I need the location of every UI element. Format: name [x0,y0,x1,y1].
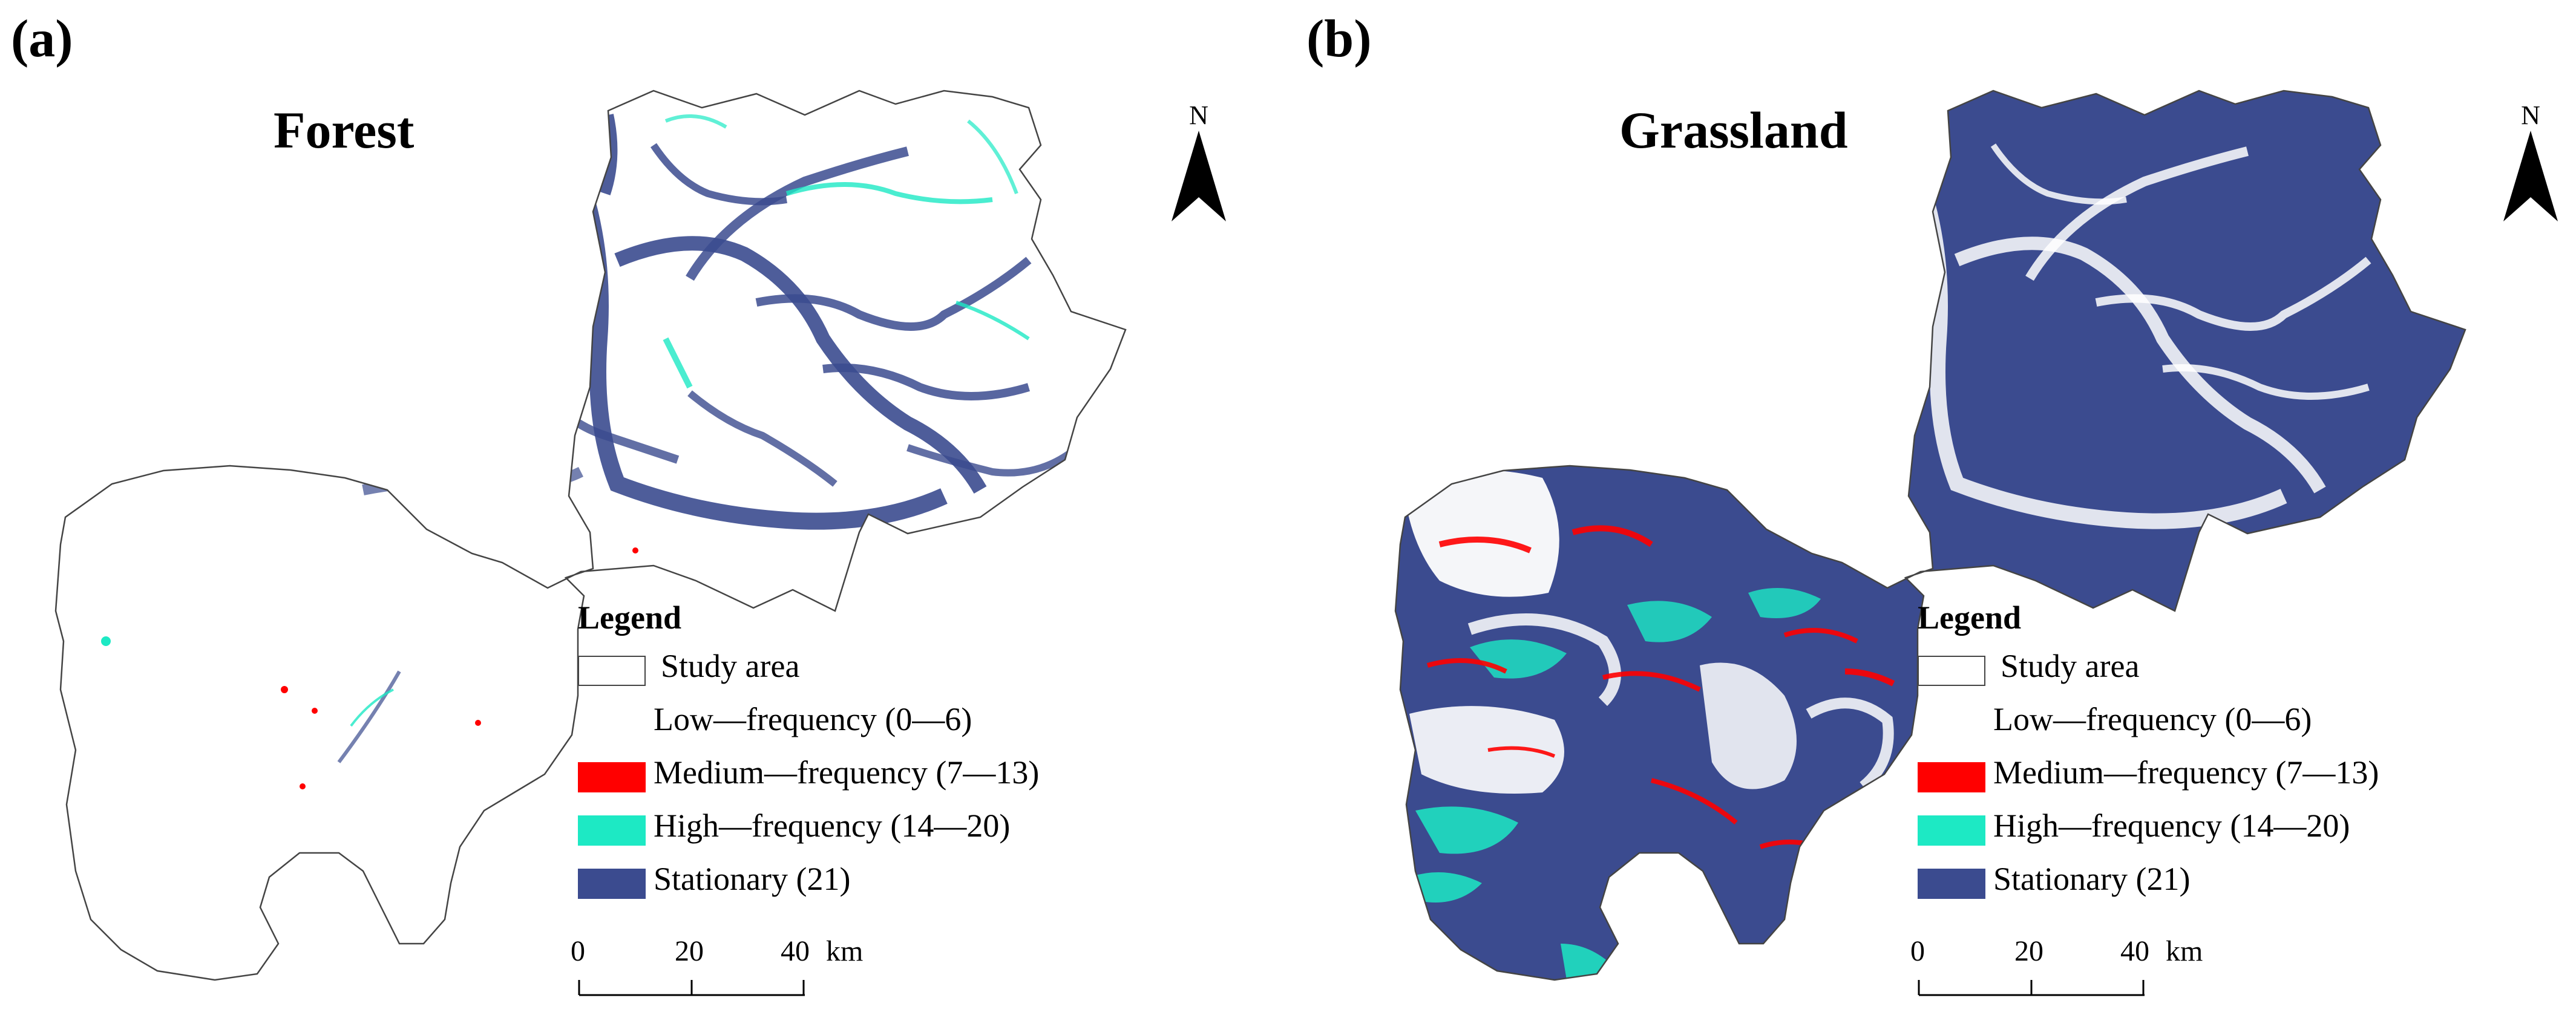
legend-swatch [1918,656,1985,686]
scale-tick-label: 0 [571,935,585,967]
legend-title: Legend [1918,599,2022,636]
map-title: Grassland [1619,101,1848,159]
legend-swatch [1918,869,1985,899]
legend-label: High—frequency (14—20) [654,808,1011,844]
legend-item-medium-frequency: Medium—frequency (7—13) [1918,754,2576,807]
legend-swatch [578,815,646,846]
legend-label: Stationary (21) [1993,861,2191,897]
panel-grassland: (b) Grassland [1288,0,2576,1012]
scale-tick-label: 0 [1910,935,1925,967]
scale-tick-label: 40 [2120,935,2149,967]
legend-label: Medium—frequency (7—13) [1993,754,2379,791]
legend-item-stationary: Stationary (21) [1918,860,2576,913]
legend-label: Study area [2001,648,2140,684]
legend-label: Low—frequency (0—6) [654,701,972,737]
study-area-map [54,90,1127,981]
scale-bar-line [578,980,805,996]
legend-item-study-area: Study area [578,647,1244,700]
legend-item-stationary: Stationary (21) [578,860,1244,913]
scale-tick-label: 20 [675,935,704,967]
legend: Legend Study area Low—frequency (0—6) Me… [1918,599,2576,913]
legend-label: Stationary (21) [654,861,851,897]
legend-swatch [1918,709,1985,739]
north-label: N [1189,100,1208,130]
scale-unit: km [2166,935,2203,967]
legend-item-low-frequency: Low—frequency (0—6) [1918,700,2576,754]
legend-item-medium-frequency: Medium—frequency (7—13) [578,754,1244,807]
north-arrow-icon [1172,131,1226,221]
legend-swatch [1918,762,1985,792]
legend-swatch [1918,815,1985,846]
legend-swatch [578,762,646,792]
legend-title: Legend [578,599,682,636]
north-label: N [2521,100,2540,130]
legend-swatch [578,709,646,739]
legend-item-high-frequency: High—frequency (14—20) [1918,807,2576,860]
legend-label: High—frequency (14—20) [1993,808,2350,844]
legend-label: Medium—frequency (7—13) [654,754,1040,791]
scale-tick-label: 40 [781,935,810,967]
legend-swatch [578,869,646,899]
north-arrow: N [2497,100,2564,224]
scale-bar: 0 20 40 km [1910,935,2220,1007]
map-title: Forest [274,101,415,159]
legend: Legend Study area Low—frequency (0—6) Me… [578,599,1244,913]
legend-item-high-frequency: High—frequency (14—20) [578,807,1244,860]
scale-bar-line [1918,980,2145,996]
scale-unit: km [826,935,864,967]
legend-swatch [578,656,646,686]
north-arrow-icon [2503,131,2558,221]
panel-letter: (a) [11,10,73,68]
study-area-map [1394,90,2466,981]
panel-forest: (a) Forest [11,10,1244,1007]
scale-bar: 0 20 40 km [571,935,880,1007]
legend-label: Study area [661,648,800,684]
panel-letter: (b) [1306,10,1372,68]
legend-label: Low—frequency (0—6) [1993,701,2312,737]
legend-item-low-frequency: Low—frequency (0—6) [578,700,1244,754]
legend-item-study-area: Study area [1918,647,2576,700]
scale-tick-label: 20 [2014,935,2043,967]
north-arrow: N [1165,100,1232,224]
